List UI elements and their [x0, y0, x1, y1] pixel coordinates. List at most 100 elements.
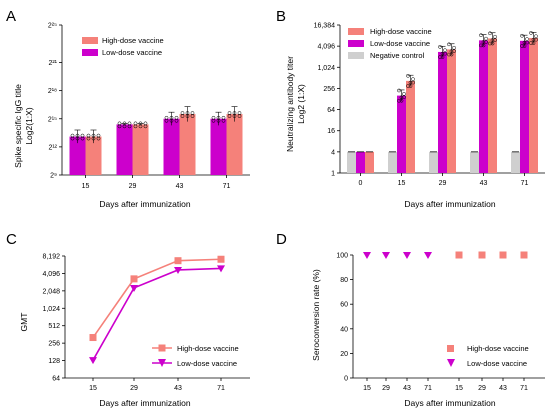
panel-a-data-point — [127, 124, 132, 129]
panel-a-y-tick-label: 2⁹ — [50, 173, 57, 180]
legend-swatch-high — [82, 37, 98, 44]
panel-b-data-point — [397, 98, 401, 103]
panel-c-triangle-marker — [217, 265, 225, 273]
panel-b-y-tick-label: 256 — [323, 86, 335, 93]
legend-marker-triangle — [158, 359, 166, 367]
legend-label-low: Low-dose vaccine — [102, 48, 162, 57]
panel-b-legend: High-dose vaccine Low-dose vaccine Negat… — [348, 27, 432, 60]
panel-b-y-tick-label: 1,024 — [317, 65, 335, 72]
panel-b-data-point — [531, 41, 536, 45]
panel-label-d: D — [276, 231, 287, 248]
panel-a-ylabel-line2: Log2(1:X) — [24, 107, 34, 144]
panel-a-data-point — [237, 114, 242, 118]
panel-b-data-point — [443, 51, 447, 56]
panel-c-square-marker — [89, 334, 97, 342]
panel-b-data-point — [452, 45, 456, 50]
panel-b-data-point — [534, 37, 538, 42]
panel-a-x-tick-label: 71 — [223, 183, 231, 190]
legend-marker-square — [447, 345, 454, 352]
panel-a-bar — [179, 114, 196, 175]
panel-c-xlabel: Days after immunization — [99, 398, 190, 408]
panel-a-y-tick-label: 2¹² — [48, 144, 57, 151]
legend-swatch-low — [348, 40, 364, 47]
panel-d-xlabel: Days after immunization — [404, 398, 495, 408]
panel-d-x-tick-label: 71 — [424, 385, 432, 392]
panel-b-data-point — [440, 55, 445, 59]
panel-a-data-point — [164, 118, 169, 123]
panel-c-ylabel: GMT — [19, 313, 29, 332]
panel-a-bar — [85, 136, 102, 175]
panel-b-data-point — [481, 43, 486, 48]
panel-d-triangle-marker — [424, 252, 432, 259]
panel-a-bar — [116, 124, 133, 175]
panel-b-data-point — [534, 34, 538, 39]
panel-a-data-point — [96, 136, 101, 141]
panel-label-a: A — [6, 8, 16, 25]
panel-a-data-point — [169, 118, 174, 123]
panel-d-legend: High-dose vaccine Low-dose vaccine — [447, 344, 529, 368]
panel-d-triangle-marker — [403, 252, 411, 259]
panel-b-data-point — [402, 92, 406, 96]
panel-c-y-tick-label: 256 — [48, 341, 60, 348]
panel-b-bar — [529, 37, 538, 174]
panel-b-xlabel: Days after immunization — [404, 199, 495, 209]
legend-label-negative: Negative control — [370, 51, 425, 60]
panel-a-data-point — [174, 118, 179, 123]
panel-d-triangle-marker — [382, 252, 390, 259]
legend-swatch-low — [82, 49, 98, 56]
panel-a-bar — [226, 114, 243, 175]
panel-d-square-marker — [455, 251, 463, 259]
panel-b-data-point — [490, 41, 495, 46]
panel-label-c: C — [6, 231, 17, 248]
panel-a-data-point — [180, 114, 185, 118]
panel-b-data-point — [525, 40, 529, 45]
panel-a-x-tick-label: 43 — [176, 183, 184, 190]
panel-c-series-line — [92, 267, 222, 361]
panel-c-y-tick-label: 1,024 — [42, 306, 60, 313]
panel-a-x-tick-label: 15 — [82, 183, 90, 190]
panel-c-square-marker — [174, 257, 182, 265]
panel-b-data-point — [529, 31, 533, 35]
panel-a-bar — [163, 118, 180, 175]
panel-a-legend: High-dose vaccine Low-dose vaccine — [82, 36, 164, 57]
panel-b-data-point — [520, 44, 524, 48]
panel-b-bar — [511, 151, 520, 173]
panel-a-data-point — [117, 124, 122, 129]
panel-b-bar — [347, 151, 356, 173]
panel-b-y-tick-label: 64 — [327, 107, 335, 114]
panel-b-data-point — [438, 44, 442, 49]
panel-c-square-marker — [217, 255, 225, 263]
panel-b-data-point — [406, 84, 410, 88]
panel-d-y-tick-label: 100 — [336, 253, 348, 260]
panel-b-data-point — [443, 48, 447, 53]
panel-d-x-tick-label: 15 — [363, 385, 371, 392]
panel-a-data-point — [86, 136, 91, 141]
panel-a-ylabel-line1: Spike specific IgG title — [13, 84, 23, 168]
panel-label-b: B — [276, 8, 286, 25]
panel-d-x-tick-label: 29 — [478, 385, 486, 392]
panel-d-y-tick-label: 20 — [340, 351, 348, 358]
legend-label-low: Low-dose vaccine — [370, 39, 430, 48]
panel-b-data-point — [488, 31, 492, 36]
panel-b-bar — [406, 80, 415, 173]
legend-swatch-negative — [348, 52, 364, 59]
legend-marker-triangle — [447, 359, 455, 367]
panel-b-data-point — [484, 36, 488, 41]
panel-a-data-point — [70, 136, 75, 141]
panel-c-series-line — [92, 258, 222, 338]
panel-b-x-tick-label: 0 — [359, 180, 363, 187]
panel-b-y-tick-label: 16,384 — [314, 23, 336, 30]
panel-c-x-tick-label: 71 — [217, 385, 225, 392]
panel-b-y-tick-label: 1 — [331, 171, 335, 178]
panel-b-data-point — [411, 77, 415, 82]
panel-a-data-point — [143, 124, 148, 129]
legend-swatch-high — [348, 28, 364, 35]
panel-b-data-point — [520, 33, 524, 38]
panel-a-data-point — [138, 124, 143, 129]
panel-b-bar — [447, 49, 456, 174]
panel-c-legend: High-dose vaccine Low-dose vaccine — [152, 344, 239, 368]
panel-c-square-marker — [130, 275, 138, 283]
panel-c-x-tick-label: 15 — [89, 385, 97, 392]
panel-b-bar — [470, 151, 479, 173]
